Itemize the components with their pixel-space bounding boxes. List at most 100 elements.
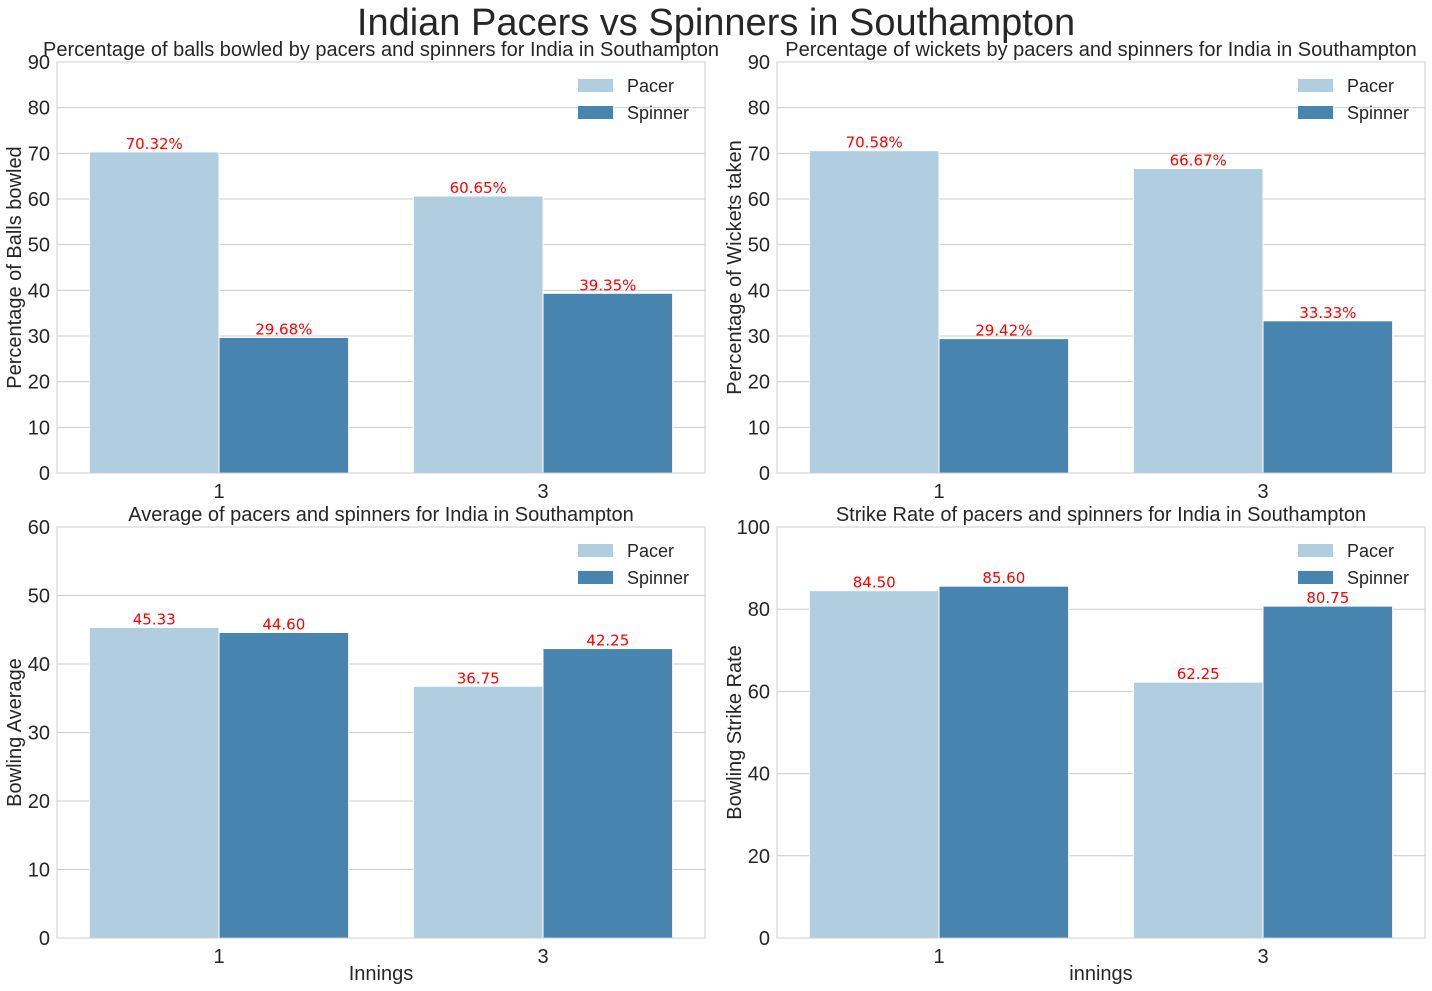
- axes-title: Percentage of balls bowled by pacers and…: [43, 39, 719, 61]
- y-axis-label: Percentage of Wickets taken: [724, 140, 746, 395]
- x-tick-label: 3: [1257, 481, 1268, 503]
- bar-spinner-innings-3: [1262, 320, 1394, 474]
- bar-value-label: 42.25: [586, 632, 629, 650]
- chart-3: 0 10 20 30 40 50 60 45.33 44.60 1 36.75 42.25 3 Avera…: [4, 504, 706, 985]
- y-tick-label: 20: [748, 846, 770, 868]
- bar-spinner-innings-1: [938, 585, 1070, 939]
- legend-label-pacer: Pacer: [627, 541, 674, 561]
- y-tick-label: 70: [748, 143, 770, 165]
- y-axis-label: Bowling Strike Rate: [724, 645, 746, 820]
- bar-spinner-innings-3: [1262, 605, 1394, 939]
- y-tick-label: 80: [748, 98, 770, 120]
- y-tick-label: 70: [28, 143, 50, 165]
- x-tick-label: 3: [537, 946, 548, 968]
- y-tick-label: 60: [748, 189, 770, 211]
- legend-swatch-pacer: [1298, 544, 1333, 557]
- charts-container: 010203040506070809070.32%29.68%160.65%39…: [4, 39, 1426, 985]
- legend-label-spinner: Spinner: [627, 103, 689, 123]
- x-tick-label: 3: [1257, 946, 1268, 968]
- legend-swatch-pacer: [578, 79, 613, 92]
- bar-value-label: 62.25: [1177, 665, 1220, 683]
- bar-value-label: 33.33%: [1299, 304, 1356, 322]
- legend: Pacer Spinner: [1298, 541, 1409, 588]
- bar-spinner-innings-1: [218, 336, 350, 474]
- bar-spinner-innings-3: [542, 292, 674, 474]
- bar-pacer-innings-3: [1132, 168, 1264, 474]
- bar-pacer-innings-3: [412, 195, 544, 474]
- bar-pacer-innings-3: [1132, 681, 1264, 939]
- chart-4: 0 20 40 60 80 100 84.50 85.60 1 62.25 80.75 3 Strike…: [724, 504, 1426, 985]
- bar-value-label: 84.50: [853, 574, 896, 592]
- x-axis-label: Innings: [349, 963, 414, 985]
- bar-value-label: 60.65%: [450, 179, 507, 197]
- chart-2: 010203040506070809070.58%29.42%166.67%33…: [724, 39, 1426, 503]
- bar-value-label: 29.68%: [255, 320, 312, 338]
- y-tick-label: 40: [748, 764, 770, 786]
- bar-value-label: 66.67%: [1170, 152, 1227, 170]
- x-tick-label: 1: [933, 946, 944, 968]
- y-tick-label: 40: [28, 280, 50, 302]
- bar-value-label: 85.60: [982, 569, 1025, 587]
- y-tick-label: 60: [748, 681, 770, 703]
- y-tick-label: 20: [28, 791, 50, 813]
- y-tick-label: 0: [39, 928, 50, 950]
- legend-swatch-spinner: [1298, 106, 1333, 119]
- legend-swatch-spinner: [1298, 571, 1333, 584]
- chart-1: 0 10 20 30 40 50 60 70 80 90 70.32% 29.68% 1 60.65% 39…: [4, 39, 719, 503]
- axes-frame: [776, 526, 1426, 939]
- bar-value-label: 29.42%: [975, 322, 1032, 340]
- legend-swatch-spinner: [578, 571, 613, 584]
- x-tick-label: 1: [933, 481, 944, 503]
- bar-pacer-innings-3: [412, 685, 544, 939]
- axes-frame: [56, 61, 706, 474]
- bar-value-label: 36.75: [457, 669, 500, 687]
- bar-value-label: 39.35%: [579, 276, 636, 294]
- y-tick-label: 80: [748, 599, 770, 621]
- axes-frame: [56, 526, 706, 939]
- y-tick-label: 30: [28, 326, 50, 348]
- bar-pacer-innings-1: [808, 150, 940, 474]
- x-tick-label: 1: [213, 946, 224, 968]
- bar-value-label: 70.32%: [126, 135, 183, 153]
- axes-title: Strike Rate of pacers and spinners for I…: [836, 504, 1366, 526]
- y-tick-label: 0: [39, 463, 50, 485]
- bar-value-label: 70.58%: [846, 134, 903, 152]
- y-tick-label: 10: [28, 417, 50, 439]
- y-tick-label: 10: [748, 417, 770, 439]
- bar-pacer-innings-1: [88, 626, 220, 939]
- legend-label-spinner: Spinner: [1347, 568, 1409, 588]
- figure-title: Indian Pacers vs Spinners in Southampton: [357, 2, 1075, 44]
- y-tick-label: 90: [28, 52, 50, 74]
- y-tick-label: 100: [737, 517, 770, 539]
- y-tick-label: 0: [759, 463, 770, 485]
- axes-title: Average of pacers and spinners for India…: [128, 504, 634, 526]
- bar-value-label: 80.75: [1306, 589, 1349, 607]
- y-tick-label: 30: [28, 723, 50, 745]
- x-tick-label: 1: [213, 481, 224, 503]
- legend-label-spinner: Spinner: [1347, 103, 1409, 123]
- y-tick-label: 10: [28, 860, 50, 882]
- y-tick-label: 60: [28, 517, 50, 539]
- legend-label-pacer: Pacer: [1347, 541, 1394, 561]
- y-tick-label: 40: [28, 654, 50, 676]
- legend: Pacer Spinner: [578, 76, 689, 123]
- legend-swatch-pacer: [578, 544, 613, 557]
- legend-label-spinner: Spinner: [627, 568, 689, 588]
- legend-swatch-pacer: [1298, 79, 1333, 92]
- legend-label-pacer: Pacer: [627, 76, 674, 96]
- legend-swatch-spinner: [578, 106, 613, 119]
- y-tick-label: 50: [748, 235, 770, 257]
- legend-label-pacer: Pacer: [1347, 76, 1394, 96]
- y-tick-label: 20: [28, 372, 50, 394]
- bar-spinner-innings-1: [938, 338, 1070, 474]
- legend: Pacer Spinner: [1298, 76, 1409, 123]
- bar-spinner-innings-1: [218, 631, 350, 939]
- legend: Pacer Spinner: [578, 541, 689, 588]
- x-axis-label: innings: [1069, 963, 1132, 985]
- y-axis-label: Bowling Average: [4, 658, 26, 807]
- bar-pacer-innings-1: [88, 151, 220, 474]
- y-tick-label: 0: [759, 928, 770, 950]
- y-axis-label: Percentage of Balls bowled: [4, 146, 26, 388]
- y-tick-label: 50: [28, 586, 50, 608]
